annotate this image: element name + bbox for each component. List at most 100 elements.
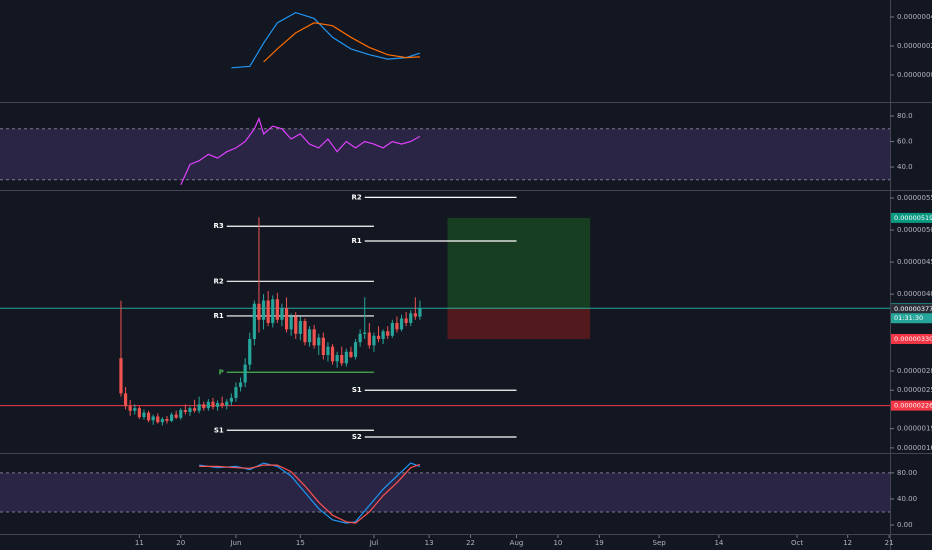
countdown-label: 01:31:30 bbox=[894, 314, 923, 322]
y-tick-label: 40.0 bbox=[897, 163, 913, 171]
candle-body bbox=[225, 401, 229, 406]
candle-body bbox=[413, 313, 417, 317]
y-tick-label: 40.00 bbox=[897, 495, 917, 503]
candle-body bbox=[390, 322, 394, 336]
candle-body bbox=[183, 410, 187, 413]
candle-body bbox=[261, 300, 266, 320]
candle-body bbox=[330, 346, 335, 362]
x-tick-label: 13 bbox=[425, 539, 434, 547]
y-tick-label: 0.00000450 bbox=[897, 258, 932, 266]
x-tick-label: 20 bbox=[176, 539, 185, 547]
x-tick-label: 14 bbox=[714, 539, 723, 547]
y-tick-label: 0.00000190 bbox=[897, 425, 932, 433]
indicator-line bbox=[263, 22, 420, 63]
price-tag-label: 0.00000519 bbox=[894, 214, 932, 222]
candle-body bbox=[202, 404, 206, 409]
candle-body bbox=[312, 329, 316, 346]
y-tick-label: 0.00000550 bbox=[897, 194, 932, 202]
x-tick-label: 21 bbox=[885, 539, 894, 547]
candle-body bbox=[367, 332, 371, 346]
candle-body bbox=[335, 354, 339, 362]
y-tick-label: 0.00000280 bbox=[897, 367, 932, 375]
candle-body bbox=[211, 401, 215, 407]
x-tick-label: 15 bbox=[296, 539, 305, 547]
x-tick-label: Jun bbox=[229, 539, 241, 547]
candle-body bbox=[303, 321, 307, 343]
indicator-line bbox=[199, 463, 421, 524]
candle-body bbox=[298, 321, 302, 334]
candle-body bbox=[123, 393, 128, 407]
candle-body bbox=[399, 318, 404, 330]
y-tick-label: 0.00000000 bbox=[897, 71, 932, 79]
candle-body bbox=[358, 333, 362, 343]
price-tag-label: 0.00000377 bbox=[894, 305, 932, 313]
candle-body bbox=[386, 331, 390, 336]
position-loss bbox=[447, 308, 591, 339]
x-tick-label: 19 bbox=[595, 539, 604, 547]
y-tick-label: 60.0 bbox=[897, 138, 913, 146]
price-tag bbox=[891, 212, 932, 223]
x-tick-label: 22 bbox=[466, 539, 475, 547]
candle-body bbox=[133, 408, 137, 411]
candle-body bbox=[257, 303, 261, 320]
candle-body bbox=[340, 354, 344, 364]
y-tick-label: 0.00000500 bbox=[897, 226, 932, 234]
candle-body bbox=[284, 308, 289, 330]
price-tag bbox=[891, 303, 932, 314]
candle-body bbox=[192, 408, 197, 411]
price-tag-label: 0.00000226 bbox=[894, 402, 932, 410]
y-tick-label: 0.00000250 bbox=[897, 386, 932, 394]
candle-body bbox=[266, 300, 270, 323]
x-tick-label: Aug bbox=[510, 539, 524, 547]
candle-body bbox=[229, 397, 233, 402]
candle-body bbox=[179, 410, 183, 418]
price-tag-label: 0.00000330 bbox=[894, 335, 932, 343]
candle-body bbox=[372, 335, 376, 346]
pivot-label: P bbox=[219, 368, 224, 376]
candle-body bbox=[146, 412, 151, 421]
candle-body bbox=[248, 338, 252, 365]
candle-body bbox=[280, 308, 284, 320]
price-tag bbox=[891, 400, 932, 411]
candle-body bbox=[317, 337, 321, 346]
candle-body bbox=[418, 308, 422, 317]
x-tick-label: Oct bbox=[791, 539, 803, 547]
pivot-label: R2 bbox=[351, 193, 361, 201]
y-tick-label: 80.00 bbox=[897, 469, 917, 477]
candle-body bbox=[404, 318, 408, 323]
candle-body bbox=[289, 316, 293, 330]
position-profit bbox=[447, 217, 591, 309]
candle-body bbox=[220, 403, 224, 406]
candle-body bbox=[344, 351, 348, 364]
candle-body bbox=[275, 299, 279, 320]
candle-body bbox=[128, 406, 132, 411]
indicator-line bbox=[231, 11, 421, 69]
y-tick-label: 0.00000400 bbox=[897, 290, 932, 298]
indicator-band bbox=[0, 128, 890, 180]
candle-body bbox=[174, 414, 178, 418]
candle-body bbox=[151, 416, 155, 421]
candle-body bbox=[353, 342, 358, 357]
candle-body bbox=[197, 404, 201, 411]
y-tick-label: 0.00000040 bbox=[897, 13, 932, 21]
x-tick-label: 11 bbox=[135, 539, 144, 547]
pivot-label: R2 bbox=[213, 277, 223, 285]
countdown-tag bbox=[891, 313, 932, 324]
candle-body bbox=[252, 303, 256, 339]
candle-body bbox=[215, 403, 220, 407]
x-tick-label: 12 bbox=[843, 539, 852, 547]
candle-body bbox=[321, 337, 325, 355]
x-tick-label: Sep bbox=[653, 539, 667, 547]
candle-body bbox=[349, 351, 353, 357]
candle-body bbox=[395, 322, 399, 330]
candle-body bbox=[169, 414, 174, 421]
candle-body bbox=[119, 358, 123, 394]
pivot-label: R3 bbox=[213, 222, 223, 230]
price-tag bbox=[891, 333, 932, 344]
candle-body bbox=[206, 401, 210, 409]
candle-body bbox=[234, 387, 238, 398]
pivot-label: R1 bbox=[213, 312, 223, 320]
candle-body bbox=[271, 299, 275, 323]
